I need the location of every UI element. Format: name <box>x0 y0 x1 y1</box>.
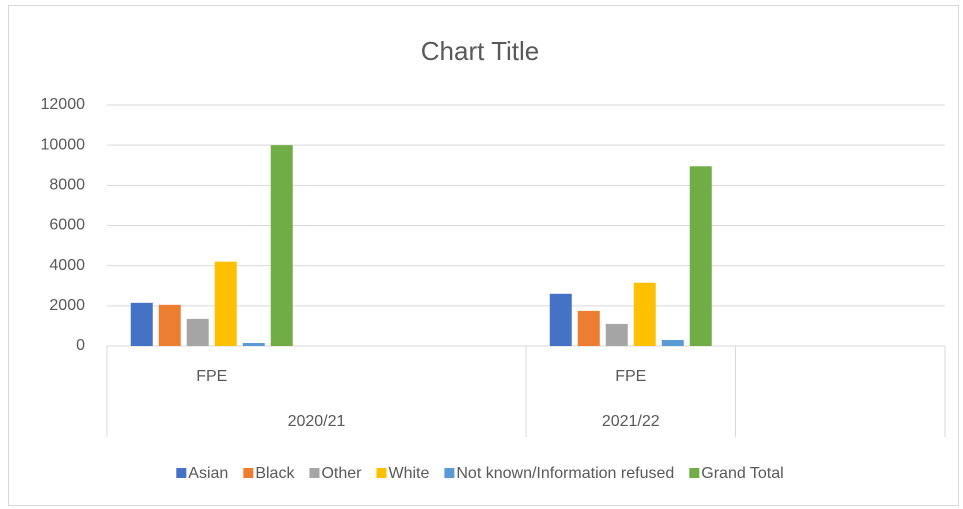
bar <box>661 339 684 346</box>
y-tick-label: 8000 <box>49 177 85 194</box>
legend-swatch <box>689 468 700 478</box>
bar <box>549 293 572 346</box>
y-tick-label: 10000 <box>41 136 86 153</box>
y-tick-label: 4000 <box>49 257 85 274</box>
chart-border <box>8 5 959 506</box>
group-label: 2020/21 <box>288 413 346 430</box>
bar <box>633 282 656 346</box>
bar <box>577 310 600 346</box>
bar <box>214 261 237 346</box>
bar <box>186 318 209 346</box>
chart-title: Chart Title <box>421 36 540 66</box>
legend-swatch <box>309 468 320 478</box>
y-tick-label: 6000 <box>49 217 85 234</box>
legend-label: Grand Total <box>701 465 783 482</box>
x-tick-label: FPE <box>196 368 227 385</box>
bar <box>158 304 181 346</box>
legend-label: Asian <box>188 465 228 482</box>
x-tick-label: FPE <box>615 368 646 385</box>
bar <box>689 166 712 346</box>
legend-swatch <box>444 468 455 478</box>
legend-swatch <box>243 468 254 478</box>
bar <box>130 302 153 346</box>
bar <box>605 323 628 346</box>
y-tick-label: 2000 <box>49 297 85 314</box>
legend-swatch <box>176 468 187 478</box>
legend-swatch <box>376 468 387 478</box>
legend-label: Other <box>321 465 362 482</box>
bar <box>242 342 265 346</box>
legend-label: Not known/Information refused <box>456 465 674 482</box>
bar <box>270 145 293 346</box>
legend-label: White <box>388 465 429 482</box>
y-tick-label: 0 <box>76 337 85 354</box>
y-tick-label: 12000 <box>41 96 86 113</box>
group-label: 2021/22 <box>602 413 660 430</box>
legend-label: Black <box>255 465 295 482</box>
